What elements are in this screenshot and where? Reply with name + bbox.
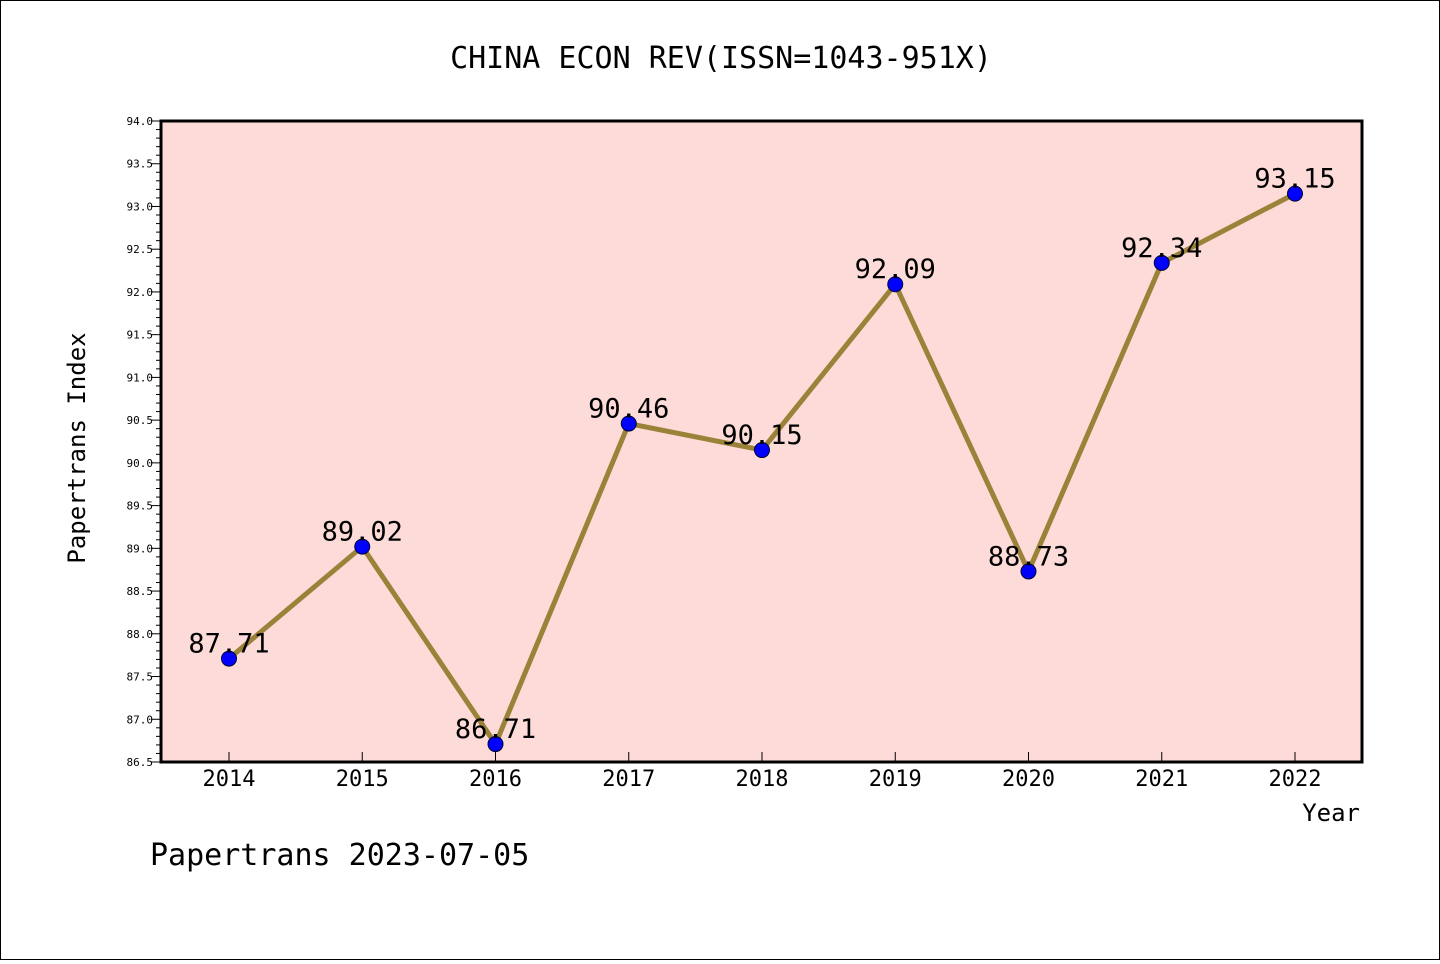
y-axis: 86.5 87.0 87.5 88.0 88.5 89.0 89.5 90.0 90.5 91.0… (127, 115, 161, 769)
y-tick-label: 92.5 (127, 243, 154, 256)
y-tick-label: 87.0 (127, 713, 154, 726)
data-label: 90.15 (721, 420, 802, 451)
data-label: 90.46 (588, 394, 669, 425)
data-point-marker (354, 538, 371, 555)
data-point-marker (1153, 254, 1170, 271)
plot-area (161, 121, 1362, 762)
y-tick-label: 88.5 (127, 585, 154, 598)
data-label: 93.15 (1254, 164, 1335, 195)
x-axis-title: Year (1302, 799, 1360, 827)
x-tick-label: 2022 (1269, 767, 1322, 792)
data-label: 92.34 (1121, 233, 1202, 264)
data-label: 92.09 (855, 254, 936, 285)
x-tick-label: 2021 (1135, 767, 1188, 792)
plot-background (161, 121, 1362, 762)
y-tick-label: 89.0 (127, 542, 154, 555)
plot-border (159, 119, 1364, 764)
y-tick-label: 87.5 (127, 671, 154, 684)
data-labels: 87.71 89.02 86.71 90.46 90.15 92.09 88.73 92.34… (188, 164, 1335, 745)
data-point-marker (620, 415, 637, 432)
y-tick-label: 90.0 (127, 457, 154, 470)
data-series (221, 185, 1303, 753)
x-tick-label: 2020 (1002, 767, 1055, 792)
y-tick-label: 91.5 (127, 329, 154, 342)
data-point-marker (487, 736, 504, 753)
chart-title: CHINA ECON REV(ISSN=1043-951X) (450, 41, 992, 76)
data-point-marker (754, 442, 770, 459)
footer-text: Papertrans 2023-07-05 (150, 838, 529, 873)
y-tick-label: 90.5 (127, 414, 154, 427)
x-tick-label: 2016 (469, 767, 522, 792)
x-tick-label: 2018 (736, 767, 789, 792)
data-label: 89.02 (322, 517, 403, 548)
data-point-marker (221, 650, 237, 667)
data-label: 86.71 (455, 714, 536, 745)
y-tick-label: 93.0 (127, 200, 154, 213)
y-tick-label: 92.0 (127, 286, 154, 299)
y-axis-title: Papertrans Index (63, 332, 91, 563)
data-label: 87.71 (188, 629, 269, 660)
y-tick-label: 93.5 (127, 158, 154, 171)
y-tick-label: 94.0 (127, 115, 154, 128)
data-point-marker (1287, 185, 1303, 202)
x-tick-label: 2019 (869, 767, 922, 792)
data-label: 88.73 (988, 541, 1069, 572)
data-point-marker (887, 276, 904, 293)
x-axis: 2014 2015 2016 2017 2018 2019 2020 2021 2022 (203, 752, 1322, 792)
x-tick-label: 2014 (203, 767, 256, 792)
y-tick-label: 86.5 (127, 756, 154, 769)
y-tick-label: 89.5 (127, 500, 154, 513)
y-tick-label: 88.0 (127, 628, 154, 641)
y-tick-label: 91.0 (127, 371, 154, 384)
data-point-marker (1020, 563, 1037, 580)
x-tick-label: 2015 (336, 767, 389, 792)
x-tick-label: 2017 (602, 767, 655, 792)
